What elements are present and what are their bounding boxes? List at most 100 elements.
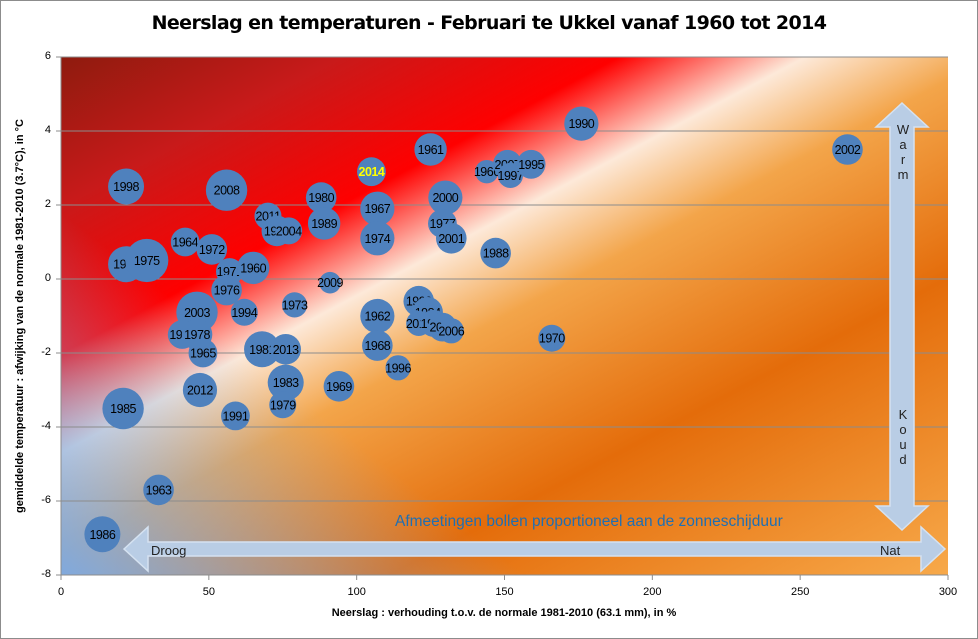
bubble [360,221,395,256]
bubble [143,474,174,506]
bubble-1985: 1985 [102,387,144,430]
axes [56,56,949,580]
bubble-1980: 1980 [305,182,337,213]
bubble-label: 2004 [276,224,302,238]
bubble-label: 1988 [483,247,509,261]
bubble-label: 1989 [311,217,337,231]
bubble-1981: 1981 [244,331,281,368]
bubble-2000: 2000 [428,180,463,215]
bubble [182,372,218,408]
y-tick-label: 4 [44,124,51,136]
bubble [475,160,499,184]
bubble [275,217,303,245]
bubble [428,180,463,215]
bubble-label: 1973 [282,298,308,312]
bubble [414,133,447,166]
bubble-1990: 1990 [564,106,599,141]
bubble-1996: 1996 [385,355,412,381]
bubble-label: 1976 [214,284,240,298]
y-tick-label: 2 [44,198,51,210]
letter: K [898,407,908,422]
bubble-label: 2000 [432,191,458,205]
bubble [497,162,524,188]
bubble [221,401,250,431]
bubble-1994: 1994 [230,298,258,326]
x-tick-label: 0 [57,586,65,598]
bubble [438,318,464,344]
bubble-label: 1962 [364,310,390,324]
bubble-label: 2008 [214,184,240,198]
bubble-1976: 1976 [211,274,242,306]
bubble-label: 2014 [359,165,385,179]
x-tick-label: 150 [495,586,514,598]
bubble-1965: 1965 [188,338,218,368]
bubble [211,274,242,306]
bubble [281,292,308,318]
bubble-2001: 2001 [435,223,467,254]
bubble-label: 2006 [438,324,464,338]
bubble [244,331,281,368]
bubble-label: 1961 [418,143,444,157]
bubble [230,298,258,326]
bubble-1969: 1969 [323,371,355,402]
y-tick-label: -4 [41,420,51,432]
bubble [362,330,393,361]
bubble-label: 1970 [539,332,565,346]
x-tick-label: 50 [202,586,215,598]
bubble-label: 2001 [438,232,464,246]
bubble-label: 1991 [223,409,249,423]
bubble-1960: 1960 [236,251,270,285]
letter: W [896,122,910,137]
bubble-label: 1996 [385,361,411,375]
x-axis-title: Neerslag : verhouding t.o.v. de normale … [331,607,677,619]
bubble-1989: 1989 [307,207,341,240]
bubble [319,271,341,294]
bubble-label: 1994 [231,306,257,320]
bubble [170,227,200,257]
bubble-label: 1974 [364,232,390,246]
bubble-2006: 2006 [438,318,465,344]
bubble-label: 1963 [146,483,172,497]
bubble-1962: 1962 [360,298,395,334]
bubble-1974: 1974 [360,221,395,256]
bubble [270,334,302,365]
bubble-1998: 1998 [108,168,145,205]
bubble [196,234,228,265]
bubble [307,207,341,240]
bubble-label: 1979 [270,398,296,412]
bubble-label: 1960 [240,261,266,275]
bubble [832,134,863,165]
bubble-1995: 1995 [516,149,546,179]
bubble [125,238,169,283]
letter: d [899,452,907,467]
bubble-label: 2002 [835,143,861,157]
letter: o [899,422,907,437]
direction-arrows [122,101,947,573]
bubble [480,237,511,269]
bubble [188,338,218,368]
y-tick-label: -6 [41,494,51,506]
gridlines [61,56,948,502]
bubble-label: 1980 [308,191,334,205]
bubble-1963: 1963 [143,474,174,506]
bubble-1997: 1997 [497,162,524,188]
bubble [435,223,467,254]
bubble [357,157,386,187]
y-tick-label: 0 [44,272,51,284]
bubble [267,364,304,401]
letter: a [899,137,907,152]
bubble-label: 1978 [184,328,210,342]
y-tick-label: -8 [41,568,51,580]
bubble [516,149,546,179]
bubble-1991: 1991 [221,401,250,431]
y-tick-label: -2 [41,346,51,358]
bubble-label: 1975 [134,254,160,268]
dry-wet-arrow [122,525,947,573]
bubble-2013: 2013 [270,334,302,365]
bubble-label: 2013 [273,343,299,357]
letter: u [899,437,907,452]
letter: m [897,167,909,182]
bubble-label: 2009 [317,276,343,290]
